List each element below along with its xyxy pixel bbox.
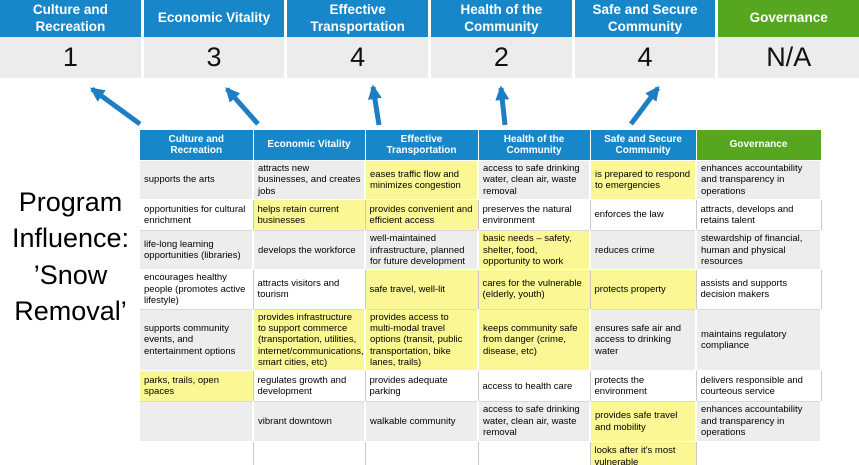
matrix-cell: opportunities for cultural enrichment <box>140 199 254 232</box>
priority-matrix-table: Culture and Recreation Economic Vitality E… <box>140 130 822 465</box>
matrix-cell: regulates growth and development <box>253 370 366 403</box>
matrix-cell <box>365 441 479 465</box>
summary-column-header: Economic Vitality <box>143 0 285 37</box>
summary-column: Culture and Recreation 1 <box>0 0 141 78</box>
matrix-cell: attracts, develops and retains talent <box>696 199 822 232</box>
matrix-row: supports community events, and entertain… <box>140 309 822 372</box>
summary-column-score: N/A <box>718 37 859 78</box>
matrix-column-header: Culture and Recreation <box>140 130 254 161</box>
matrix-row: parks, trails, open spaces regulates grow… <box>140 370 822 403</box>
matrix-cell: well-maintained infrastructure, planned … <box>365 230 479 271</box>
matrix-cell: enhances accountability and transparency… <box>696 160 822 201</box>
summary-column-score: 4 <box>287 37 429 78</box>
matrix-row: vibrant downtown walkable community access… <box>140 401 822 442</box>
matrix-cell: delivers responsible and courteous servi… <box>696 370 822 403</box>
matrix-cell: stewardship of financial, human and phys… <box>696 230 822 271</box>
matrix-cell: walkable community <box>365 401 479 442</box>
matrix-cell: attracts new businesses, and creates job… <box>253 160 366 201</box>
matrix-cell <box>696 441 821 465</box>
summary-column: Economic Vitality 3 <box>143 0 285 78</box>
matrix-cell <box>140 401 254 442</box>
summary-column-header: Culture and Recreation <box>0 0 141 37</box>
matrix-cell: maintains regulatory compliance <box>696 309 822 372</box>
summary-column-score: 1 <box>0 37 141 78</box>
summary-column: Effective Transportation 4 <box>287 0 429 78</box>
matrix-cell: develops the workforce <box>253 230 366 271</box>
matrix-cell: parks, trails, open spaces <box>140 370 254 403</box>
matrix-row: life-long learning opportunities (librar… <box>140 230 822 271</box>
matrix-cell: ensures safe air and access to drinking … <box>590 309 697 372</box>
matrix-cell: eases traffic flow and minimizes congest… <box>365 160 479 201</box>
matrix-cell: is prepared to respond to emergencies <box>590 160 697 201</box>
summary-column-header: Health of the Community <box>431 0 572 37</box>
summary-column-score: 3 <box>143 37 285 78</box>
matrix-cell: enhances accountability and transparency… <box>696 401 822 442</box>
matrix-cell: life-long learning opportunities (librar… <box>140 230 254 271</box>
matrix-cell: attracts visitors and tourism <box>253 269 366 310</box>
matrix-cell: looks after it's most vulnerable <box>590 441 697 465</box>
matrix-cell: access to health care <box>478 370 591 403</box>
summary-column: Health of the Community 2 <box>431 0 572 78</box>
influence-arrow <box>225 87 260 126</box>
matrix-cell: provides adequate parking <box>365 370 479 403</box>
summary-column-header: Effective Transportation <box>287 0 429 37</box>
matrix-cell: provides safe travel and mobility <box>590 401 697 442</box>
matrix-column-header: Effective Transportation <box>365 130 479 161</box>
matrix-cell: protects the environment <box>590 370 697 403</box>
matrix-cell: access to safe drinking water, clean air… <box>478 401 591 442</box>
matrix-header-row: Culture and Recreation Economic Vitality E… <box>140 130 822 161</box>
influence-arrow <box>367 84 382 126</box>
influence-arrow <box>495 85 510 126</box>
influence-arrows <box>89 84 660 127</box>
matrix-cell: basic needs – safety, shelter, food, opp… <box>478 230 591 271</box>
influence-arrow <box>629 86 660 126</box>
matrix-cell: provides convenient and efficient access <box>365 199 479 232</box>
matrix-row: encourages healthy people (promotes acti… <box>140 269 822 310</box>
matrix-row: supports the arts attracts new businesses… <box>140 160 822 201</box>
matrix-cell: encourages healthy people (promotes acti… <box>140 269 254 310</box>
matrix-cell <box>140 441 254 465</box>
matrix-cell: supports community events, and entertain… <box>140 309 254 372</box>
matrix-cell: assists and supports decision makers <box>696 269 822 310</box>
matrix-column-header: Governance <box>696 130 822 161</box>
matrix-cell: provides access to multi-modal travel op… <box>365 309 479 372</box>
matrix-cell: reduces crime <box>590 230 697 271</box>
influence-arrow <box>89 86 142 127</box>
matrix-cell: cares for the vulnerable (elderly, youth… <box>478 269 591 310</box>
matrix-cell: keeps community safe from danger (crime,… <box>478 309 591 372</box>
matrix-cell: access to safe drinking water, clean air… <box>478 160 591 201</box>
matrix-cell: protects property <box>590 269 697 310</box>
matrix-row: opportunities for cultural enrichment hel… <box>140 199 822 232</box>
matrix-cell: preserves the natural environment <box>478 199 591 232</box>
summary-column-score: 2 <box>431 37 572 78</box>
matrix-column-header: Safe and Secure Community <box>590 130 697 161</box>
matrix-cell <box>478 441 591 465</box>
summary-column-score: 4 <box>574 37 716 78</box>
matrix-column-header: Health of the Community <box>478 130 591 161</box>
matrix-cell: vibrant downtown <box>253 401 366 442</box>
summary-column: Governance N/A <box>718 0 859 78</box>
matrix-cell <box>253 441 366 465</box>
matrix-cell: supports the arts <box>140 160 254 201</box>
priority-summary-bar: Culture and Recreation 1 Economic Vitali… <box>0 0 859 78</box>
summary-column-header: Safe and Secure Community <box>574 0 716 37</box>
matrix-cell: provides infrastructure to support comme… <box>253 309 366 372</box>
matrix-cell: enforces the law <box>590 199 697 232</box>
program-influence-label: Program Influence: ’Snow Removal’ <box>11 187 130 327</box>
matrix-column-header: Economic Vitality <box>253 130 366 161</box>
summary-column-header: Governance <box>718 0 859 37</box>
summary-column: Safe and Secure Community 4 <box>574 0 716 78</box>
matrix-cell: safe travel, well-lit <box>365 269 479 310</box>
matrix-row: looks after it's most vulnerable <box>140 441 821 465</box>
matrix-cell: helps retain current businesses <box>253 199 366 232</box>
